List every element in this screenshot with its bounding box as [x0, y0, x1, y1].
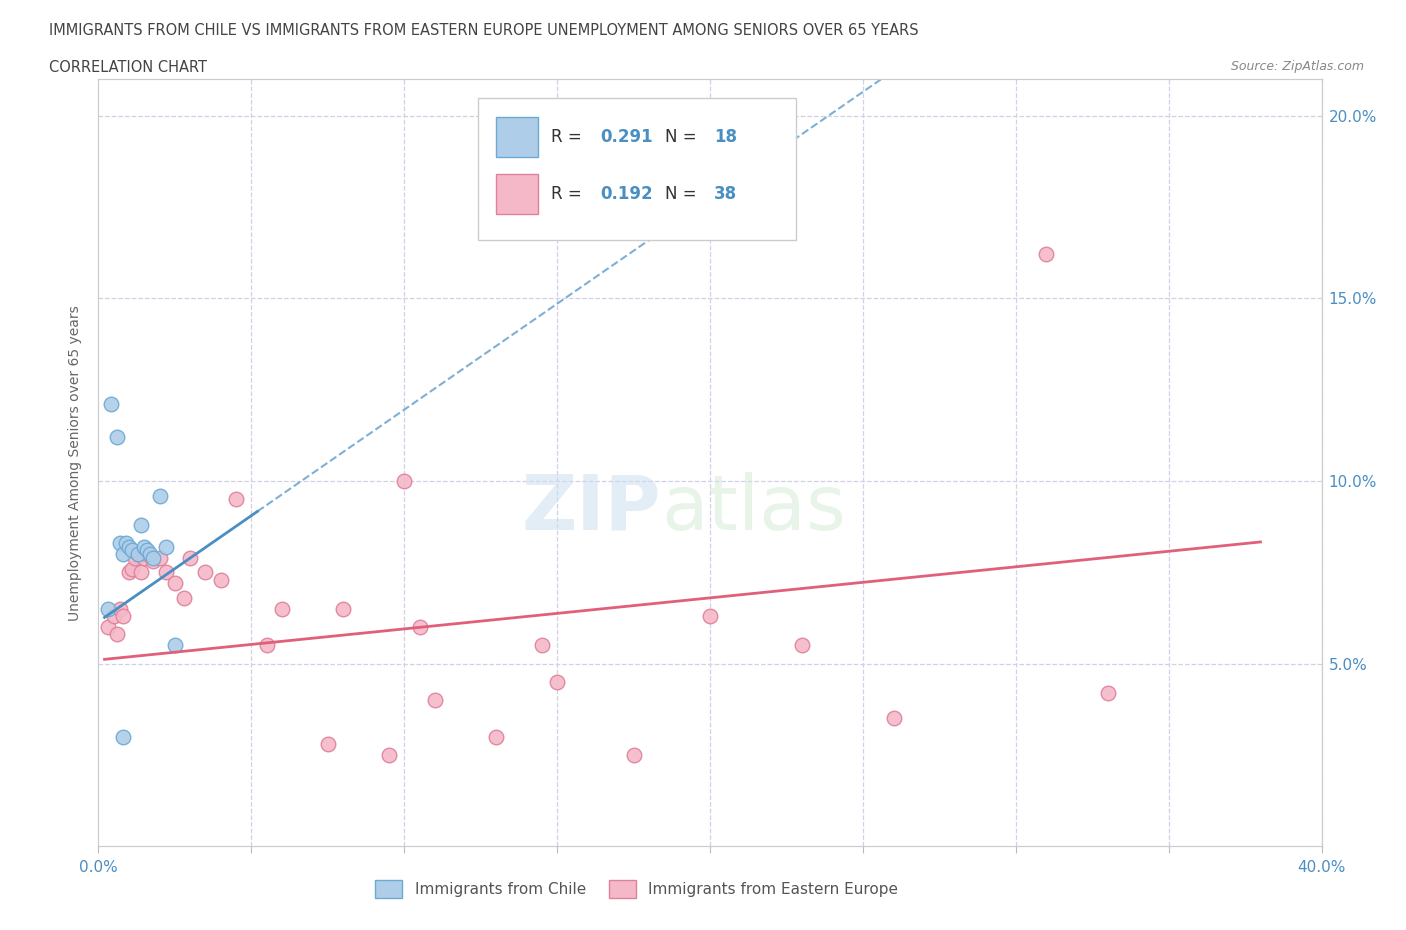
Legend: Immigrants from Chile, Immigrants from Eastern Europe: Immigrants from Chile, Immigrants from E…	[368, 874, 904, 904]
Point	[623, 748, 645, 763]
Text: CORRELATION CHART: CORRELATION CHART	[49, 60, 207, 75]
Text: 0.192: 0.192	[600, 185, 652, 203]
Point	[392, 473, 416, 488]
Point	[139, 547, 162, 562]
Point	[256, 638, 278, 653]
Point	[103, 609, 125, 624]
Point	[423, 693, 446, 708]
Point	[127, 547, 149, 562]
Point	[108, 602, 131, 617]
Point	[121, 543, 143, 558]
Point	[136, 543, 159, 558]
Point	[149, 488, 172, 503]
Point	[699, 609, 721, 624]
Point	[163, 576, 186, 591]
Point	[127, 547, 149, 562]
Point	[1097, 685, 1119, 700]
Point	[142, 554, 165, 569]
Point	[108, 536, 131, 551]
Point	[378, 748, 401, 763]
Point	[155, 565, 177, 579]
Point	[155, 539, 177, 554]
Point	[115, 536, 138, 551]
Point	[790, 638, 813, 653]
Point	[111, 729, 134, 744]
FancyBboxPatch shape	[478, 99, 796, 240]
Point	[149, 551, 172, 565]
Point	[530, 638, 553, 653]
Point	[134, 551, 156, 565]
Point	[546, 674, 568, 689]
Point	[883, 711, 905, 726]
Point	[270, 602, 292, 617]
Point	[485, 729, 508, 744]
Text: ZIP: ZIP	[522, 472, 661, 546]
Text: atlas: atlas	[661, 472, 846, 546]
Text: 18: 18	[714, 127, 737, 146]
FancyBboxPatch shape	[496, 174, 537, 214]
Point	[129, 517, 152, 532]
Y-axis label: Unemployment Among Seniors over 65 years: Unemployment Among Seniors over 65 years	[69, 305, 83, 620]
Text: N =: N =	[665, 127, 702, 146]
Text: R =: R =	[551, 185, 588, 203]
Point	[173, 591, 195, 605]
Text: 38: 38	[714, 185, 737, 203]
Text: R =: R =	[551, 127, 588, 146]
Point	[105, 627, 128, 642]
Point	[111, 547, 134, 562]
Point	[209, 572, 232, 587]
FancyBboxPatch shape	[496, 116, 537, 156]
Point	[194, 565, 217, 579]
Point	[124, 551, 146, 565]
Point	[136, 547, 159, 562]
Point	[129, 565, 152, 579]
Point	[97, 602, 120, 617]
Point	[121, 561, 143, 576]
Point	[408, 619, 430, 634]
Point	[332, 602, 354, 617]
Text: 0.291: 0.291	[600, 127, 652, 146]
Text: IMMIGRANTS FROM CHILE VS IMMIGRANTS FROM EASTERN EUROPE UNEMPLOYMENT AMONG SENIO: IMMIGRANTS FROM CHILE VS IMMIGRANTS FROM…	[49, 23, 920, 38]
Point	[1035, 247, 1057, 262]
Point	[142, 551, 165, 565]
Point	[163, 638, 186, 653]
Point	[118, 565, 141, 579]
Point	[111, 609, 134, 624]
Point	[105, 430, 128, 445]
Point	[118, 539, 141, 554]
Text: Source: ZipAtlas.com: Source: ZipAtlas.com	[1230, 60, 1364, 73]
Point	[225, 492, 247, 507]
Text: N =: N =	[665, 185, 702, 203]
Point	[134, 539, 156, 554]
Point	[100, 397, 122, 412]
Point	[316, 737, 339, 751]
Point	[97, 619, 120, 634]
Point	[179, 551, 201, 565]
